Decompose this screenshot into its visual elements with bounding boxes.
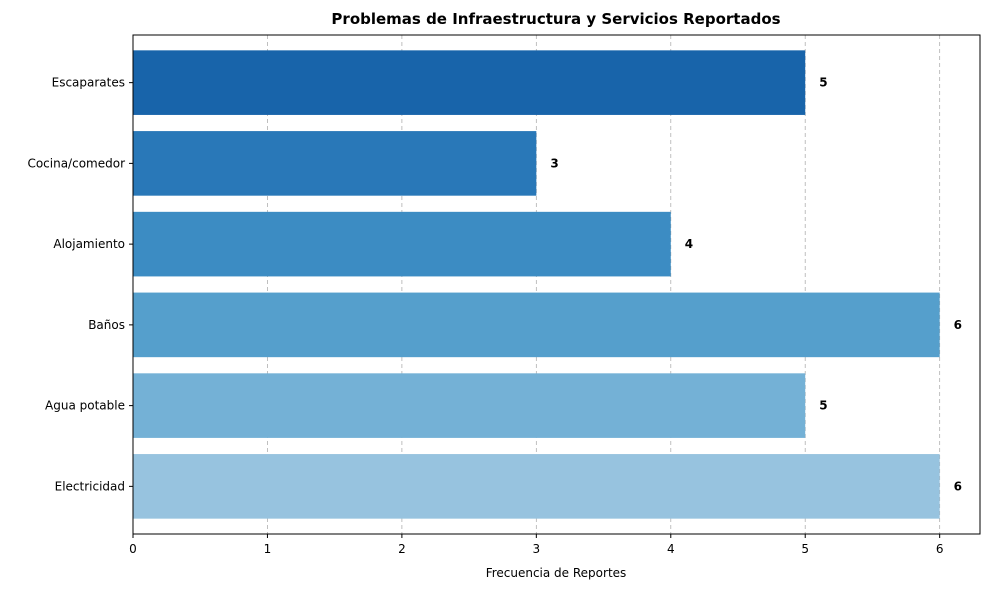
chart-title: Problemas de Infraestructura y Servicios… xyxy=(331,10,780,28)
bar-baños xyxy=(133,292,940,358)
axes-layer xyxy=(129,34,981,538)
y-tick-label: Baños xyxy=(88,318,125,332)
bar-value-label: 4 xyxy=(685,237,693,251)
bar-agua-potable xyxy=(133,373,806,438)
bar-value-label: 5 xyxy=(819,76,827,90)
x-tick-label: 1 xyxy=(264,542,272,556)
bar-value-label: 6 xyxy=(954,479,962,493)
plot-frame xyxy=(132,34,981,535)
y-tick-label: Escaparates xyxy=(52,76,125,90)
x-tick-label: 5 xyxy=(801,542,809,556)
y-tick-label: Alojamiento xyxy=(53,237,125,251)
bar-electricidad xyxy=(133,454,940,519)
x-tick-label: 6 xyxy=(936,542,944,556)
y-tick-label: Electricidad xyxy=(55,479,125,493)
y-tick-label: Cocina/comedor xyxy=(27,156,125,170)
bar-value-label: 6 xyxy=(954,318,962,332)
bars-layer xyxy=(133,50,940,519)
x-tick-label: 3 xyxy=(533,542,541,556)
bar-escaparates xyxy=(133,50,806,115)
bar-value-label: 3 xyxy=(550,156,558,170)
x-tick-label: 4 xyxy=(667,542,675,556)
bar-alojamiento xyxy=(133,211,671,277)
x-tick-label: 2 xyxy=(398,542,406,556)
bar-cocina-comedor xyxy=(133,131,537,196)
y-tick-label: Agua potable xyxy=(45,399,125,413)
labels-layer: 6 Electricidad 5 Agua potable 6 Baños 4 Alojami… xyxy=(27,76,962,556)
x-tick-label: 0 xyxy=(129,542,137,556)
x-axis-label: Frecuencia de Reportes xyxy=(486,566,627,580)
bar-value-label: 5 xyxy=(819,399,827,413)
